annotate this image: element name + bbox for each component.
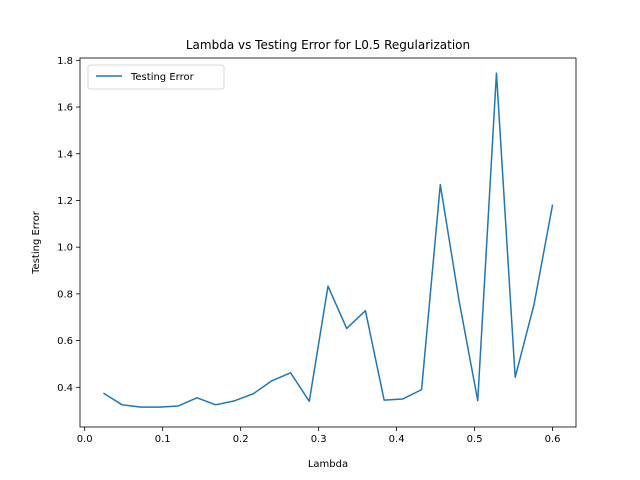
x-tick-label: 0.2 (233, 434, 249, 445)
x-tick-label: 0.5 (467, 434, 483, 445)
y-tick-label: 1.0 (57, 243, 73, 254)
x-tick-label: 0.4 (389, 434, 405, 445)
legend-box (87, 64, 225, 90)
axes-frame (79, 57, 577, 428)
y-tick-label: 0.4 (57, 383, 73, 394)
x-tick-label: 0.3 (311, 434, 327, 445)
y-axis-label: Testing Error (31, 210, 42, 275)
y-tick-label: 0.6 (57, 336, 73, 347)
plot-area (103, 72, 554, 408)
y-tick-label: 1.4 (57, 149, 73, 160)
y-axis-ticks: 0.4 0.6 0.8 1.0 1.2 1.4 1.6 1.8 (57, 56, 80, 394)
x-tick-label: 0.1 (155, 434, 171, 445)
series-line-testing-error (103, 72, 554, 408)
y-tick-label: 0.8 (57, 289, 73, 300)
x-axis-label: Lambda (308, 459, 348, 470)
x-axis-ticks: 0.0 0.1 0.2 0.3 0.4 0.5 0.6 (77, 427, 561, 445)
x-tick-label: 0.6 (545, 434, 561, 445)
chart-title: Lambda vs Testing Error for L0.5 Regular… (186, 38, 470, 52)
y-tick-label: 1.8 (57, 56, 73, 67)
y-tick-label: 1.6 (57, 103, 73, 114)
x-tick-label: 0.0 (77, 434, 93, 445)
y-tick-label: 1.2 (57, 196, 73, 207)
legend-entry-testing-error: Testing Error (130, 72, 195, 83)
legend: Testing Error (87, 64, 225, 90)
